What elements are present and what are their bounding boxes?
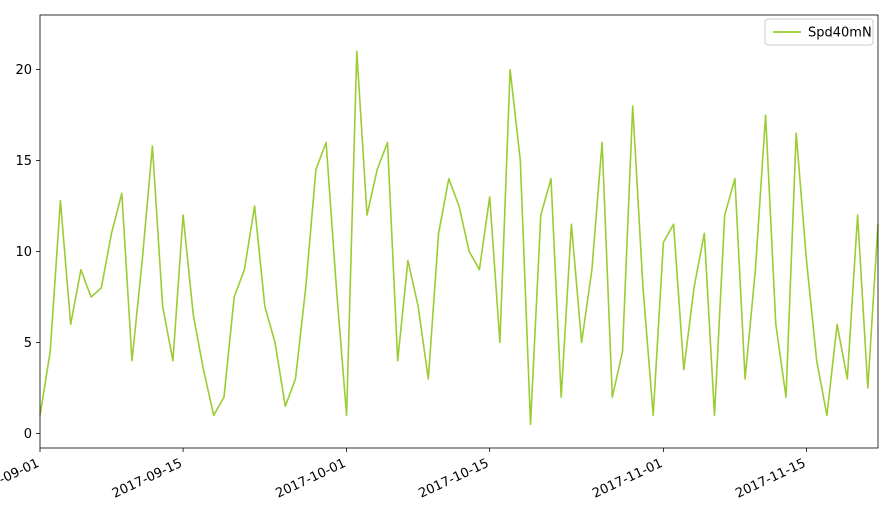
axes: 0 5 10 15 20 2017-09-01 2017-09-15 2017-10-01 20… (0, 14, 879, 502)
plot-area (39, 50, 879, 426)
plot-frame (39, 14, 879, 449)
y-tick-label: 5 (24, 336, 32, 351)
y-tick-label: 20 (15, 63, 32, 78)
y-tick-label: 15 (15, 154, 32, 169)
legend-box (764, 18, 874, 46)
x-tick-label: 2017-09-01 (0, 456, 42, 502)
x-tick-label: 2017-10-15 (417, 456, 492, 502)
x-tick-label: 2017-10-01 (273, 456, 348, 502)
series-line-0 (39, 50, 879, 426)
legend: Spd40mN (764, 18, 874, 46)
x-tick-label: 2017-11-15 (733, 456, 808, 502)
y-tick-label: 10 (15, 245, 32, 260)
x-tick-label: 2017-09-15 (110, 456, 185, 502)
legend-label: Spd40mN (808, 26, 872, 41)
y-tick-label: 0 (24, 427, 32, 442)
x-tick-label: 2017-11-01 (590, 456, 665, 502)
